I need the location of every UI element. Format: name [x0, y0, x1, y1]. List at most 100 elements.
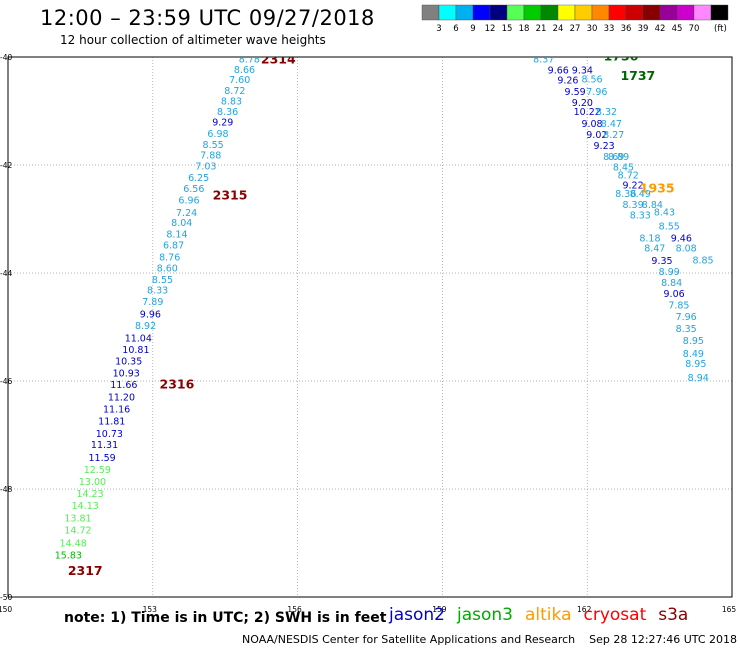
wave-height-label: 8.76	[159, 252, 180, 263]
wave-height-label: 11.16	[103, 405, 130, 416]
wave-height-label: 10.93	[113, 368, 140, 379]
wave-height-label: 8.55	[659, 221, 680, 232]
color-scale-tick: 42	[655, 24, 666, 34]
wave-height-label: 8.55	[203, 140, 224, 151]
color-scale-unit: (ft)	[714, 24, 727, 34]
latitude-tick: -50	[0, 593, 12, 602]
color-scale-tick: 15	[502, 24, 513, 34]
pass-layer: 8.788.667.608.728.838.369.296.988.557.88…	[55, 48, 714, 578]
longitude-tick: 162	[577, 605, 592, 614]
wave-height-label: 8.18	[639, 233, 660, 244]
color-scale-bar: 3 6 9 12 15 18 21 24 27 30 33 36 39 42 45 70 (ft)	[421, 4, 729, 34]
wave-height-label: 12.59	[84, 465, 111, 476]
wave-height-label: 8.95	[685, 359, 706, 370]
wave-height-label: 9.96	[140, 310, 161, 321]
legend-item-cryosat: cryosat	[583, 605, 647, 625]
wave-height-label: 10.22	[574, 107, 601, 118]
wave-height-label: 8.84	[661, 278, 682, 289]
wave-height-label: 9.66	[548, 65, 569, 76]
wave-height-label: 9.59	[565, 87, 586, 98]
wave-height-label: 6.96	[178, 196, 199, 207]
credit-line: NOAA/NESDIS Center for Satellite Applica…	[242, 633, 738, 646]
color-scale-tick: 21	[536, 24, 547, 34]
map-title: 12:00 – 23:59 UTC 09/27/2018	[40, 6, 375, 30]
wave-height-label: 8.37	[533, 55, 554, 66]
color-scale-tick: 30	[587, 24, 598, 34]
wave-height-label: 8.08	[676, 244, 697, 255]
latitude-tick: -42	[0, 161, 12, 170]
wave-height-label: 7.96	[586, 87, 607, 98]
wave-height-label: 8.83	[221, 97, 242, 108]
wave-height-label: 8.92	[135, 321, 156, 332]
color-scale-tick: 39	[638, 24, 649, 34]
wave-height-label: 8.43	[654, 207, 675, 218]
pass-time-label: 1935	[640, 181, 675, 196]
wave-height-label: 9.46	[671, 233, 692, 244]
wave-height-label: 6.87	[163, 240, 184, 251]
wave-height-label: 8.66	[234, 65, 255, 76]
latitude-tick: -46	[0, 377, 12, 386]
wave-height-label: 9.20	[572, 98, 593, 109]
wave-height-label: 7.60	[229, 75, 250, 86]
wave-height-label: 9.08	[581, 119, 602, 130]
wave-height-label: 8.45	[613, 163, 634, 174]
wave-height-label: 11.04	[125, 333, 152, 344]
longitude-tick: 165	[722, 605, 737, 614]
wave-height-label: 8.69	[603, 152, 624, 163]
wave-height-label: 8.94	[688, 373, 709, 384]
wave-height-label: 6.25	[188, 173, 209, 184]
wave-height-label: 9.02	[586, 130, 607, 141]
wave-height-label: 9.22	[622, 180, 643, 191]
color-scale-tick: 27	[570, 24, 581, 34]
wave-height-label: 8.72	[224, 86, 245, 97]
color-swatch	[710, 4, 729, 21]
wave-height-label: 8.33	[630, 211, 651, 222]
longitude-tick: 156	[287, 605, 302, 614]
wave-height-label: 7.85	[668, 300, 689, 311]
wave-height-label: 7.89	[142, 297, 163, 308]
wave-height-label: 9.35	[651, 256, 672, 267]
wave-height-label: 9.06	[664, 289, 685, 300]
wave-height-label: 8.89	[608, 152, 629, 163]
footnote: note: 1) Time is in UTC; 2) SWH is in fe…	[64, 610, 387, 626]
wave-height-label: 8.14	[166, 230, 187, 241]
wave-height-label: 7.24	[176, 208, 197, 219]
wave-height-label: 8.36	[615, 189, 636, 200]
wave-height-label: 9.26	[557, 76, 578, 87]
color-scale-tick: 18	[519, 24, 530, 34]
wave-height-label: 8.60	[157, 264, 178, 275]
color-scale-tick: 36	[621, 24, 632, 34]
wave-height-label: 11.31	[91, 440, 118, 451]
pass-time-label: 2317	[68, 563, 103, 578]
color-scale-tick: 9	[470, 24, 475, 34]
color-scale-tick: 3	[436, 24, 441, 34]
wave-height-label: 8.84	[642, 200, 663, 211]
map-subtitle: 12 hour collection of altimeter wave hei…	[60, 33, 326, 47]
color-scale-tick: 33	[604, 24, 615, 34]
wave-height-label: 13.00	[79, 477, 106, 488]
color-scale-tick: 45	[672, 24, 683, 34]
wave-height-label: 7.88	[200, 151, 221, 162]
wave-height-label: 9.34	[572, 65, 593, 76]
wave-height-label: 6.56	[183, 184, 204, 195]
wave-height-label: 8.47	[601, 119, 622, 130]
latitude-tick: -44	[0, 269, 12, 278]
legend-item-jason2: jason2	[389, 605, 445, 625]
color-scale-tick: 70	[689, 24, 700, 34]
legend-item-altika: altika	[525, 605, 572, 625]
wave-height-label: 9.23	[594, 141, 615, 152]
wave-height-label: 8.85	[692, 256, 713, 267]
legend-item-s3a: s3a	[658, 605, 689, 625]
wave-height-label: 9.29	[212, 117, 233, 128]
wave-height-label: 11.59	[89, 453, 116, 464]
pass-time-label: 1736	[604, 48, 639, 63]
pass-time-label: 2314	[261, 52, 296, 67]
wave-height-label: 8.33	[147, 286, 168, 297]
pass-time-label: 2316	[160, 377, 195, 392]
satellite-legend: jason2 jason3 altika cryosat s3a	[389, 605, 700, 625]
longitude-tick: 153	[143, 605, 158, 614]
legend-item-jason3: jason3	[457, 605, 513, 625]
wave-height-label: 14.23	[76, 489, 103, 500]
wave-height-label: 14.72	[64, 526, 91, 537]
